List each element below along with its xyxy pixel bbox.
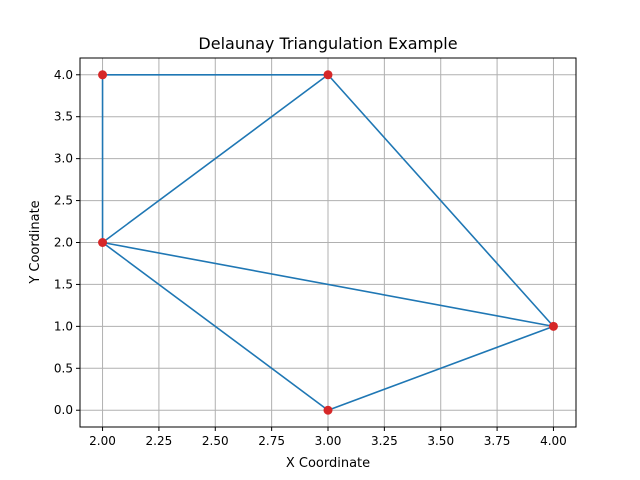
data-point [323,70,333,80]
y-tick-label: 2.5 [54,194,73,208]
data-point [548,321,558,331]
x-tick-label: 3.00 [315,434,342,448]
data-point [323,405,333,415]
triangulation-edge [101,241,329,412]
triangulation-edge [101,241,555,328]
y-tick-label: 4.0 [54,68,73,82]
y-tick-label: 1.0 [54,319,73,333]
x-tick-label: 2.50 [202,434,229,448]
point-layer [98,70,558,415]
x-tick-label: 3.75 [484,434,511,448]
data-point [98,238,108,247]
x-axis-label: X Coordinate [286,456,370,471]
edge-layer [101,73,555,412]
y-axis-label: Y Coordinate [28,200,43,284]
tick-layer: 2.00 2.25 2.50 2.75 3.00 3.25 3.50 3.75 4.00 0.0 0… [54,68,567,448]
y-tick-label: 3.0 [54,152,73,166]
y-tick-label: 0.0 [54,403,73,417]
data-point [98,70,108,80]
x-tick-label: 2.75 [258,434,285,448]
y-tick-label: 1.5 [54,277,73,291]
x-tick-label: 3.25 [371,434,398,448]
triangulation-edge [327,73,555,328]
y-tick-label: 3.5 [54,110,73,124]
x-tick-label: 4.00 [540,434,567,448]
x-tick-label: 2.00 [89,434,116,448]
x-tick-label: 2.25 [146,434,173,448]
triangulation-edge [327,325,555,412]
triangulation-edge [101,73,329,244]
grid-layer [80,58,576,427]
y-tick-label: 0.5 [54,361,73,375]
x-tick-label: 3.50 [427,434,454,448]
chart-title: Delaunay Triangulation Example [198,34,457,53]
y-tick-label: 2.0 [54,236,73,250]
